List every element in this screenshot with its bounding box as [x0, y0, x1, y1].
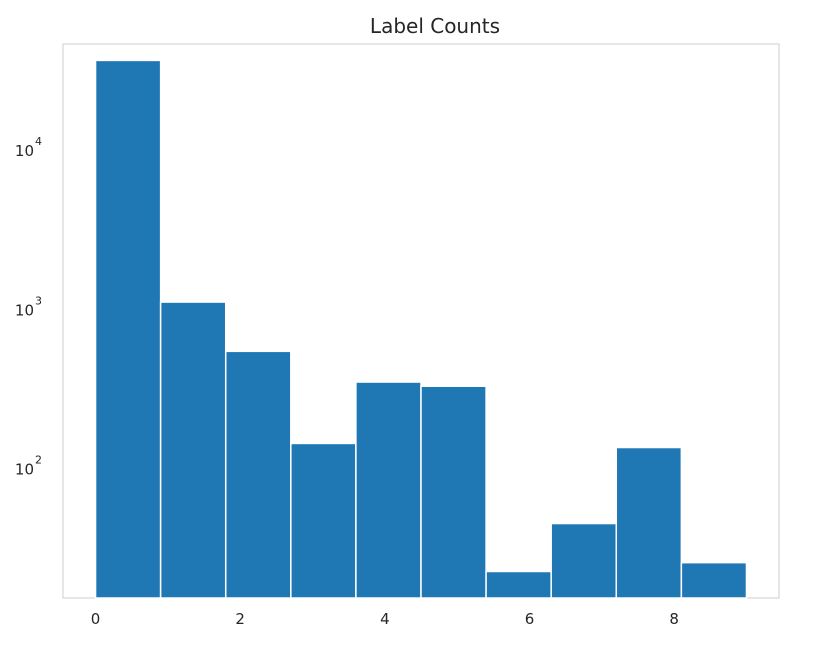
bar-6: [485, 570, 552, 599]
chart-title: Label Counts: [370, 14, 500, 38]
bar-4: [355, 381, 422, 599]
x-tick-label: 0: [91, 610, 101, 628]
bar-1: [159, 301, 227, 599]
y-tick-exponent: 4: [35, 135, 42, 148]
bar-8: [615, 446, 683, 599]
bar-9: [680, 561, 748, 599]
bar-7: [550, 522, 618, 599]
bars-group: [94, 59, 748, 599]
y-tick-label: 103: [15, 294, 42, 319]
x-tick-label: 6: [525, 610, 535, 628]
bar-5: [420, 385, 487, 599]
bar-2: [224, 350, 292, 599]
y-tick-base: 10: [15, 301, 34, 319]
y-tick-label: 104: [15, 135, 42, 160]
y-tick-base: 10: [15, 461, 34, 479]
bar-3: [290, 442, 357, 599]
x-tick-label: 4: [380, 610, 390, 628]
x-axis: 0 2 4 6 8: [91, 610, 679, 628]
y-tick-exponent: 3: [35, 294, 42, 307]
y-tick-exponent: 2: [35, 454, 42, 467]
x-tick-label: 2: [235, 610, 245, 628]
x-tick-label: 8: [669, 610, 679, 628]
y-tick-label: 102: [15, 454, 42, 479]
bar-0: [94, 59, 162, 599]
y-tick-base: 10: [15, 142, 34, 160]
